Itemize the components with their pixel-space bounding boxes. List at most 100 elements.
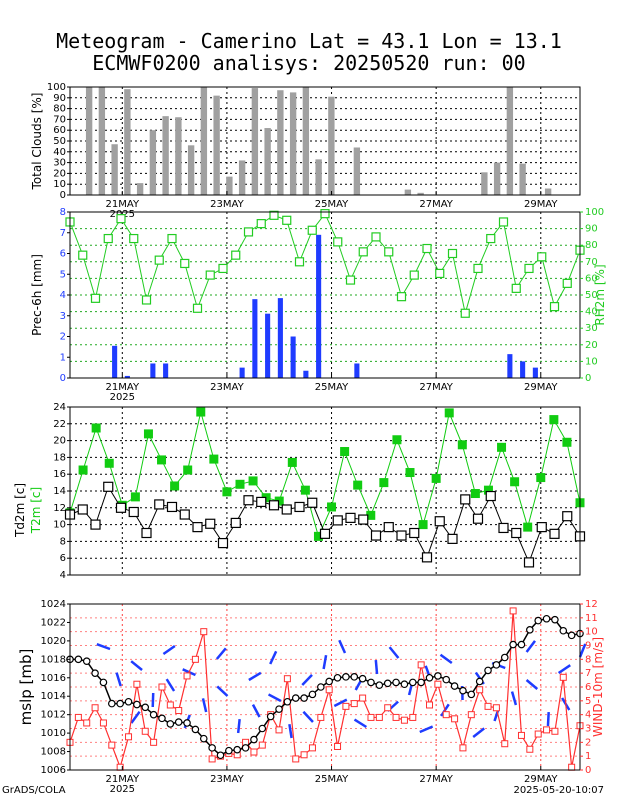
- mslp-marker: [216, 751, 225, 760]
- mslp-tick-label: 1016: [41, 673, 66, 684]
- wind-barb: [353, 718, 368, 729]
- mslp-marker: [82, 657, 91, 665]
- mslp-tick-label: 1020: [41, 636, 66, 647]
- mslp-marker: [266, 712, 275, 721]
- mslp-marker: [517, 640, 526, 649]
- mslp-marker: [275, 705, 283, 713]
- precip-bar: [112, 345, 118, 378]
- wind-marker: [400, 716, 408, 724]
- wind-marker: [359, 694, 367, 702]
- t2m-marker: [104, 458, 114, 468]
- clouds-tick-label: 30: [53, 158, 66, 169]
- mslp-marker: [99, 678, 108, 687]
- wind-marker: [183, 672, 191, 680]
- rh-marker: [371, 232, 381, 242]
- clouds-tick-label: 0: [60, 190, 66, 201]
- precip-tick-label: 0: [60, 373, 66, 384]
- rh-marker: [129, 233, 139, 244]
- td2m-marker: [307, 497, 318, 508]
- mslp-marker: [208, 744, 216, 752]
- rh-marker: [473, 263, 483, 274]
- cloud-bar: [213, 95, 220, 195]
- t2m-ylabel: T2m [c]: [29, 487, 43, 534]
- mslp-marker: [534, 616, 542, 625]
- rh-marker: [435, 268, 445, 279]
- wind-marker: [141, 727, 149, 735]
- mslp-marker: [450, 682, 459, 690]
- td2m-marker: [472, 513, 484, 524]
- temp-tick-label: 4: [60, 570, 66, 581]
- rh-marker: [231, 250, 241, 260]
- wind-marker: [83, 719, 91, 727]
- wind-tick-label: 11: [585, 613, 598, 624]
- td2m-marker: [141, 527, 152, 539]
- wind-marker: [467, 711, 475, 719]
- wind-marker: [74, 713, 82, 721]
- rh-marker: [409, 270, 419, 280]
- wind-marker: [342, 702, 350, 710]
- wind-marker: [534, 730, 542, 738]
- cloud-bar: [226, 176, 233, 195]
- rh-tick-label: 80: [585, 240, 598, 251]
- mslp-tick-label: 1010: [41, 728, 66, 739]
- chart-title: Meteogram - Camerino Lat = 43.1 Lon = 13…: [56, 29, 562, 53]
- wind-tick-label: 6: [585, 682, 591, 693]
- mslp-marker: [74, 655, 83, 664]
- precip-bar: [507, 354, 513, 378]
- mslp-marker: [492, 661, 501, 669]
- wind-marker: [526, 745, 534, 753]
- precip-bar: [163, 363, 169, 378]
- wind-tick-label: 8: [585, 654, 591, 665]
- td2m-marker: [447, 533, 458, 544]
- temp-tick-label: 16: [53, 469, 66, 480]
- cloud-bar: [162, 116, 169, 195]
- precip-bar: [354, 363, 360, 378]
- t2m-marker: [536, 473, 546, 483]
- mslp-marker: [233, 745, 242, 754]
- cloud-bar: [493, 162, 501, 195]
- t2m-marker: [313, 531, 323, 541]
- t2m-marker: [287, 457, 297, 467]
- wind-barb: [525, 640, 537, 653]
- t2m-marker: [497, 442, 507, 452]
- mslp-marker: [567, 631, 576, 640]
- wind-marker: [317, 713, 325, 721]
- td2m-marker: [243, 495, 254, 506]
- clouds-tick-label: 50: [53, 136, 66, 147]
- wind-marker: [325, 686, 333, 694]
- rh-marker: [549, 302, 560, 312]
- wind-barb: [130, 710, 141, 724]
- cloud-bar: [136, 183, 144, 195]
- clouds-tick-label: 20: [53, 168, 66, 179]
- wind-barb: [557, 664, 571, 675]
- mslp-marker: [149, 710, 158, 719]
- mslp-marker: [250, 735, 258, 744]
- wind-marker: [133, 680, 141, 688]
- mslp-marker: [417, 678, 425, 687]
- wind-marker: [191, 655, 199, 663]
- wind-tick-label: 1: [585, 751, 591, 762]
- wind-marker: [99, 719, 107, 727]
- wind-marker: [125, 733, 133, 741]
- mslp-ylabel: mslp [mb]: [17, 649, 35, 726]
- mslp-marker: [116, 699, 124, 708]
- wind-marker: [200, 628, 208, 636]
- wind-tick-label: 3: [585, 724, 591, 735]
- t2m-marker: [523, 522, 533, 532]
- t2m-marker: [510, 477, 520, 487]
- cloud-bar: [149, 130, 157, 195]
- chart-subtitle: ECMWF0200 analisys: 20250520 run: 00: [92, 51, 526, 75]
- precip-bar: [316, 234, 322, 378]
- td2m-marker: [192, 522, 203, 533]
- precip-x-tick-label: 25MAY: [315, 382, 349, 393]
- cloud-bar: [481, 172, 488, 195]
- wind-marker: [283, 675, 291, 683]
- rh-marker: [358, 247, 368, 257]
- rh-tick-label: 60: [585, 273, 598, 284]
- rh-marker: [396, 292, 407, 302]
- cloud-bar: [328, 96, 335, 195]
- wind-barb: [302, 710, 314, 723]
- wind-barb: [96, 643, 111, 651]
- rh-marker: [460, 308, 470, 318]
